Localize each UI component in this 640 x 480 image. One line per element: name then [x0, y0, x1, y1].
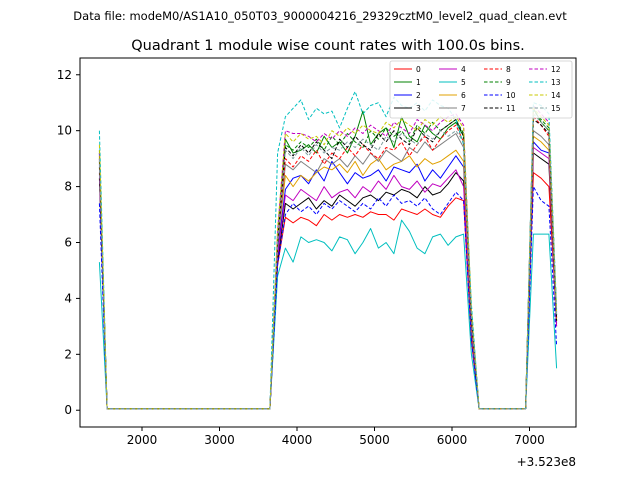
series-line-0 — [98, 158, 558, 410]
legend-label-5: 5 — [461, 78, 466, 87]
series-line-13 — [98, 91, 558, 410]
legend-label-12: 12 — [551, 65, 561, 74]
series-line-10 — [98, 186, 558, 410]
legend-label-0: 0 — [416, 65, 421, 74]
x-offset-label: +3.523e8 — [517, 455, 576, 469]
y-tick-label: 2 — [64, 347, 72, 361]
y-tick-label: 12 — [57, 68, 72, 82]
series-line-1 — [98, 107, 558, 410]
y-tick-label: 6 — [64, 236, 72, 250]
series-lines — [98, 91, 558, 410]
series-line-11 — [98, 119, 558, 410]
legend-label-1: 1 — [416, 78, 421, 87]
legend-label-6: 6 — [461, 91, 466, 100]
series-line-2 — [98, 141, 558, 410]
y-tick-label: 8 — [64, 180, 72, 194]
series-line-14 — [98, 107, 558, 410]
legend-label-13: 13 — [551, 78, 561, 87]
series-line-4 — [98, 147, 558, 410]
legend-label-8: 8 — [506, 65, 511, 74]
x-tick-label: 5000 — [359, 433, 390, 447]
x-tick-label: 7000 — [514, 433, 545, 447]
y-axis: 0 2 4 6 8 10 12 — [57, 68, 80, 417]
series-line-6 — [98, 135, 558, 410]
legend-label-10: 10 — [506, 91, 516, 100]
chart-title: Quadrant 1 module wise count rates with … — [131, 38, 525, 54]
x-axis: 2000 3000 4000 5000 6000 7000 — [127, 427, 545, 447]
series-line-9 — [98, 110, 558, 410]
legend-label-9: 9 — [506, 78, 511, 87]
series-line-5 — [98, 219, 558, 410]
x-tick-label: 2000 — [127, 433, 158, 447]
y-tick-label: 4 — [64, 291, 72, 305]
series-line-12 — [98, 105, 558, 410]
x-tick-label: 3000 — [204, 433, 235, 447]
legend-label-7: 7 — [461, 104, 466, 113]
series-line-15 — [98, 113, 558, 410]
legend-label-14: 14 — [551, 91, 561, 100]
figure-suptitle: Data file: modeM0/AS1A10_050T03_90000042… — [73, 9, 567, 23]
series-line-8 — [98, 116, 558, 410]
legend-label-2: 2 — [416, 91, 421, 100]
y-tick-label: 10 — [57, 124, 72, 138]
legend-label-4: 4 — [461, 65, 466, 74]
y-tick-label: 0 — [64, 403, 72, 417]
legend-label-15: 15 — [551, 104, 561, 113]
legend-label-3: 3 — [416, 104, 421, 113]
x-tick-label: 6000 — [437, 433, 468, 447]
legend-label-11: 11 — [506, 104, 516, 113]
legend-box — [389, 60, 573, 119]
x-tick-label: 4000 — [282, 433, 313, 447]
